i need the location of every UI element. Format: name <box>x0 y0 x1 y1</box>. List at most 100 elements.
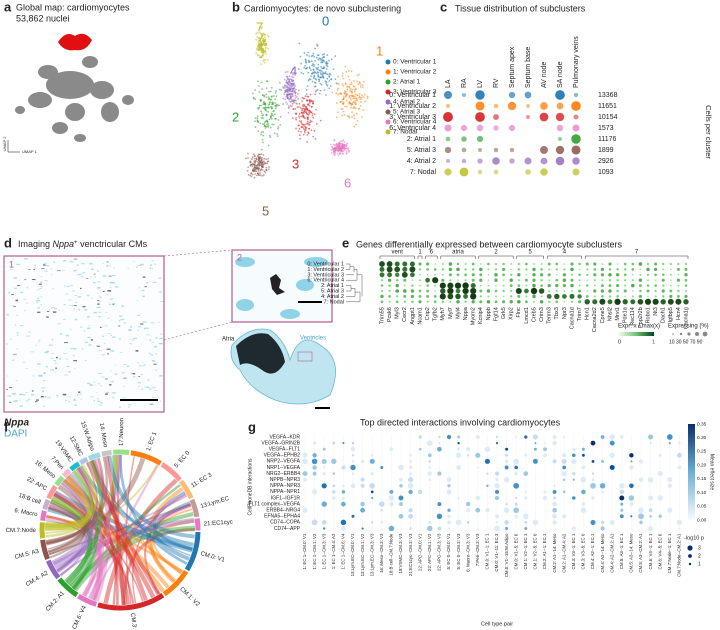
dot <box>533 447 537 451</box>
dot <box>562 453 567 458</box>
dot <box>556 102 564 110</box>
speckle <box>51 307 55 308</box>
umap-point <box>300 62 302 65</box>
umap-point <box>355 123 358 126</box>
dot <box>552 513 558 519</box>
umap-point <box>262 131 265 133</box>
dot <box>426 300 429 303</box>
umap-point <box>292 89 294 92</box>
speckle <box>44 351 49 354</box>
dot <box>562 283 567 288</box>
speckle <box>11 359 15 361</box>
umap-point <box>315 78 318 81</box>
umap-point <box>352 97 355 100</box>
umap-point <box>274 107 277 110</box>
umap-point <box>288 93 290 96</box>
umap-point <box>317 63 320 66</box>
umap-point <box>258 164 261 167</box>
speckle <box>48 344 53 346</box>
dot <box>563 435 566 439</box>
dot <box>360 501 365 507</box>
dot <box>411 284 414 287</box>
speckle <box>88 324 90 326</box>
speckle <box>62 318 66 320</box>
dot <box>398 464 404 471</box>
umap-point <box>346 115 349 117</box>
dot <box>507 101 517 111</box>
legend-swatch <box>385 59 391 65</box>
dot <box>581 502 586 506</box>
umap-point <box>285 79 288 82</box>
dot <box>632 290 634 292</box>
umap-point <box>301 100 303 103</box>
umap-point <box>279 123 282 126</box>
dot <box>684 262 688 266</box>
dot <box>408 489 413 495</box>
speckle <box>57 323 61 325</box>
speckle <box>113 267 115 269</box>
umap-point <box>249 161 252 164</box>
dot <box>388 495 395 501</box>
dot <box>648 508 653 513</box>
speckle <box>158 343 163 345</box>
chord-ribbon <box>67 474 105 601</box>
umap-point <box>346 142 349 145</box>
umap-point <box>258 47 261 49</box>
dot <box>323 466 326 469</box>
umap-point <box>334 147 337 150</box>
dot <box>578 273 581 277</box>
umap-point <box>312 71 314 74</box>
dot <box>543 490 547 494</box>
umap-point <box>300 71 303 74</box>
title-part: Imaging <box>18 239 53 249</box>
cluster-number: 3 <box>292 156 299 171</box>
stain-label: DAPI <box>4 429 27 440</box>
speckle <box>40 395 44 398</box>
column-label: CM.5: A3--CM.2: A1 <box>638 533 643 573</box>
speckle <box>50 274 53 276</box>
speckle <box>39 374 43 376</box>
dot <box>494 489 500 494</box>
umap-point <box>337 75 340 78</box>
speckle <box>71 284 73 287</box>
umap-point <box>328 80 331 82</box>
dot <box>676 278 681 282</box>
speckle <box>97 301 101 303</box>
dot <box>437 471 442 476</box>
umap-point <box>315 56 318 59</box>
dot <box>464 263 467 265</box>
speckle <box>98 350 103 351</box>
speckle <box>13 277 18 279</box>
chord-ribbon <box>47 506 193 553</box>
speckle <box>68 365 70 367</box>
umap-point <box>256 35 259 38</box>
row-label: EFNA5--EPHA4 <box>264 514 300 520</box>
dot <box>426 274 429 276</box>
speckle <box>74 367 76 369</box>
dot <box>495 478 499 482</box>
speckle <box>105 311 108 313</box>
dot <box>438 435 441 439</box>
dot <box>648 495 654 501</box>
dot <box>322 447 326 451</box>
dot <box>600 284 604 288</box>
chord-diagram: 17:Neuron 1: EC 15: EC 011: EC 313:Lym.EC… <box>6 418 233 630</box>
gene-label: Tenm3 <box>547 307 553 324</box>
umap-point <box>265 109 268 112</box>
chord-ribbon <box>71 455 117 590</box>
dot <box>547 273 551 277</box>
umap-point <box>342 84 345 87</box>
speckle <box>119 315 123 317</box>
nucleus <box>235 257 255 267</box>
umap-point <box>321 75 324 78</box>
dot <box>322 527 326 530</box>
speckle <box>38 283 42 285</box>
umap-point <box>286 89 289 92</box>
dot <box>547 283 551 288</box>
dot <box>409 261 415 267</box>
umap-point <box>282 97 285 100</box>
dot <box>646 284 650 287</box>
umap-point <box>261 156 263 159</box>
dot <box>585 284 589 287</box>
speckle <box>70 347 73 350</box>
